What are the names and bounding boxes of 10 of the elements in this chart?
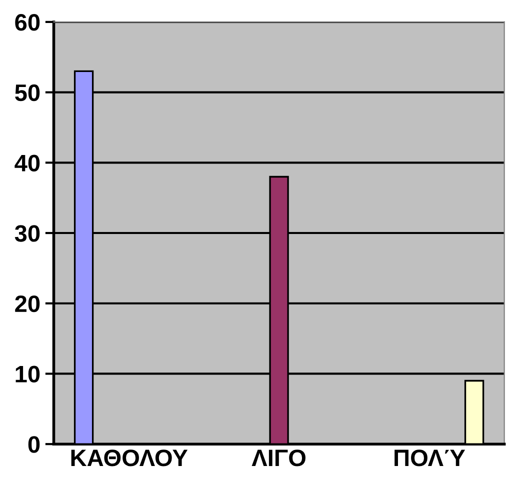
x-tick-label: ΛΙΓΟ xyxy=(252,450,306,466)
y-tick-label: 50 xyxy=(15,84,40,102)
y-tick-label: 30 xyxy=(14,225,40,242)
y-tick-label: 20 xyxy=(15,295,40,312)
y-tick-label: 60 xyxy=(15,14,40,31)
y-tick-label: 10 xyxy=(16,366,40,383)
x-tick-label: ΠΟΛΎ xyxy=(394,450,466,466)
y-tick-label: 40 xyxy=(14,154,40,172)
x-tick-label: ΚΑΘΟΛΟΥ xyxy=(71,450,188,466)
y-tick-label: 0 xyxy=(28,436,40,453)
